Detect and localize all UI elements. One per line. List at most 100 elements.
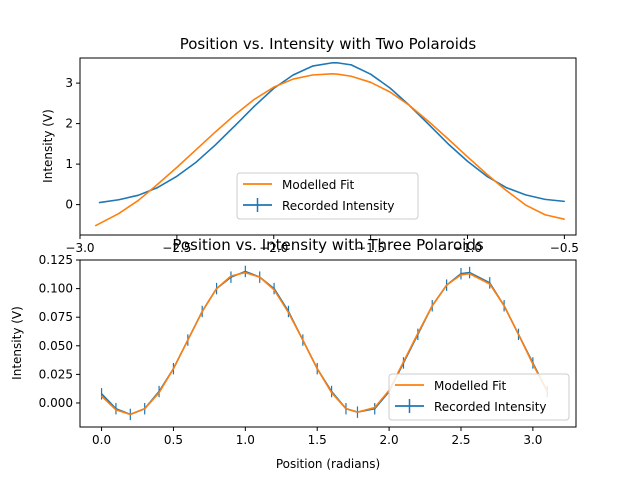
legend-label-recorded-intensity: Recorded Intensity [282, 199, 395, 213]
data-point [244, 270, 246, 273]
data-point [287, 312, 290, 314]
legend: Modelled Fit Recorded Intensity [236, 172, 419, 220]
data-point [201, 310, 203, 313]
legend-swatch-recorded-intensity [243, 198, 272, 212]
data-point [331, 62, 333, 64]
series-modelled-fit [94, 73, 565, 227]
legend-frame [236, 172, 419, 220]
data-point [503, 305, 505, 307]
data-point [118, 212, 120, 215]
data-point [466, 160, 469, 162]
data-point [469, 271, 471, 274]
data-point [417, 332, 419, 334]
data-point [156, 183, 159, 185]
data-point [345, 408, 347, 410]
data-point [389, 87, 391, 89]
x-tick-label: −1.5 [356, 241, 385, 255]
axes-frame [79, 57, 577, 236]
data-point [273, 86, 275, 88]
data-point [447, 143, 449, 145]
legend-label-modelled-fit: Modelled Fit [434, 379, 507, 393]
data-point [446, 284, 448, 286]
y-axis-label: Intensity (V) [10, 306, 24, 380]
x-tick-label: −2.5 [162, 241, 191, 255]
data-point [486, 173, 488, 175]
y-tick-label: 0.075 [39, 310, 73, 324]
data-point [517, 333, 520, 335]
data-point [370, 81, 372, 83]
data-point [176, 175, 178, 177]
data-point [100, 395, 103, 397]
series-modelled-fit [100, 271, 548, 416]
x-tick-label: −1.0 [453, 241, 482, 255]
data-point [98, 201, 100, 204]
data-point [311, 74, 314, 76]
y-axis-label: Intensity (V) [41, 109, 55, 183]
y-tick-label: 0.000 [39, 396, 73, 410]
x-tick-label: −3.0 [65, 241, 94, 255]
data-point [337, 62, 339, 64]
data-point [158, 392, 160, 394]
data-point [544, 198, 546, 200]
legend-label-modelled-fit: Modelled Fit [282, 178, 355, 192]
data-point [137, 194, 139, 196]
data-point [408, 104, 410, 106]
legend-label-recorded-intensity: Recorded Intensity [434, 400, 547, 414]
x-tick-label: 2.0 [380, 433, 399, 447]
data-point [466, 156, 469, 158]
data-point [563, 218, 565, 220]
y-tick-label: 0 [65, 198, 73, 212]
data-point [356, 411, 359, 413]
series-line [101, 271, 548, 416]
data-point [350, 64, 352, 66]
y-tick-label: 0.100 [39, 282, 73, 296]
plot-area [100, 265, 548, 421]
axes-frame [79, 259, 577, 428]
data-point [137, 199, 139, 202]
data-point [234, 114, 236, 116]
series-recorded-intensity [98, 62, 565, 204]
series-line [99, 62, 565, 204]
data-point [115, 409, 117, 411]
data-point [234, 125, 236, 127]
data-point [259, 276, 261, 278]
legend: Modelled Fit Recorded Intensity [388, 373, 570, 421]
x-tick-label: 3.0 [523, 433, 542, 447]
chart-title: Position vs. Intensity with Two Polaroid… [180, 35, 477, 53]
data-point [311, 65, 314, 67]
data-point [428, 123, 430, 126]
x-axis: 0.0 0.5 1.0 1.5 2.0 2.5 3.0 [92, 427, 542, 447]
data-point [469, 273, 471, 275]
x-tick-label: 1.0 [236, 433, 255, 447]
chart-title: Position vs. Intensity with Three Polaro… [172, 236, 484, 254]
data-point [230, 275, 232, 277]
data-point [389, 91, 391, 93]
x-tick-label: −2.0 [259, 241, 288, 255]
chart-two-polaroids: Position vs. Intensity with Two Polaroid… [41, 35, 579, 255]
data-point [316, 368, 318, 370]
data-point [370, 73, 372, 75]
data-point [195, 161, 197, 163]
data-point [292, 78, 294, 80]
y-tick-label: 3 [65, 76, 73, 90]
data-point [460, 274, 462, 276]
series-line [95, 73, 565, 227]
x-tick-label: 2.5 [451, 433, 470, 447]
data-point [244, 271, 246, 274]
y-tick-label: 2 [65, 117, 73, 131]
x-axis: −3.0 −2.5 −2.0 −1.5 −1.0 −0.5 [65, 235, 579, 255]
x-tick-label: 0.0 [92, 433, 111, 447]
data-point [402, 361, 405, 363]
data-point [505, 187, 507, 189]
data-point [215, 131, 217, 133]
x-tick-label: −0.5 [550, 241, 579, 255]
data-point [176, 166, 178, 168]
data-point [525, 204, 527, 206]
data-point [331, 73, 333, 75]
data-point [273, 289, 275, 291]
data-point [525, 194, 527, 196]
y-axis: 0.000 0.025 0.050 0.075 0.100 0.125 [39, 253, 80, 410]
data-point [253, 105, 255, 107]
data-point [544, 214, 546, 216]
